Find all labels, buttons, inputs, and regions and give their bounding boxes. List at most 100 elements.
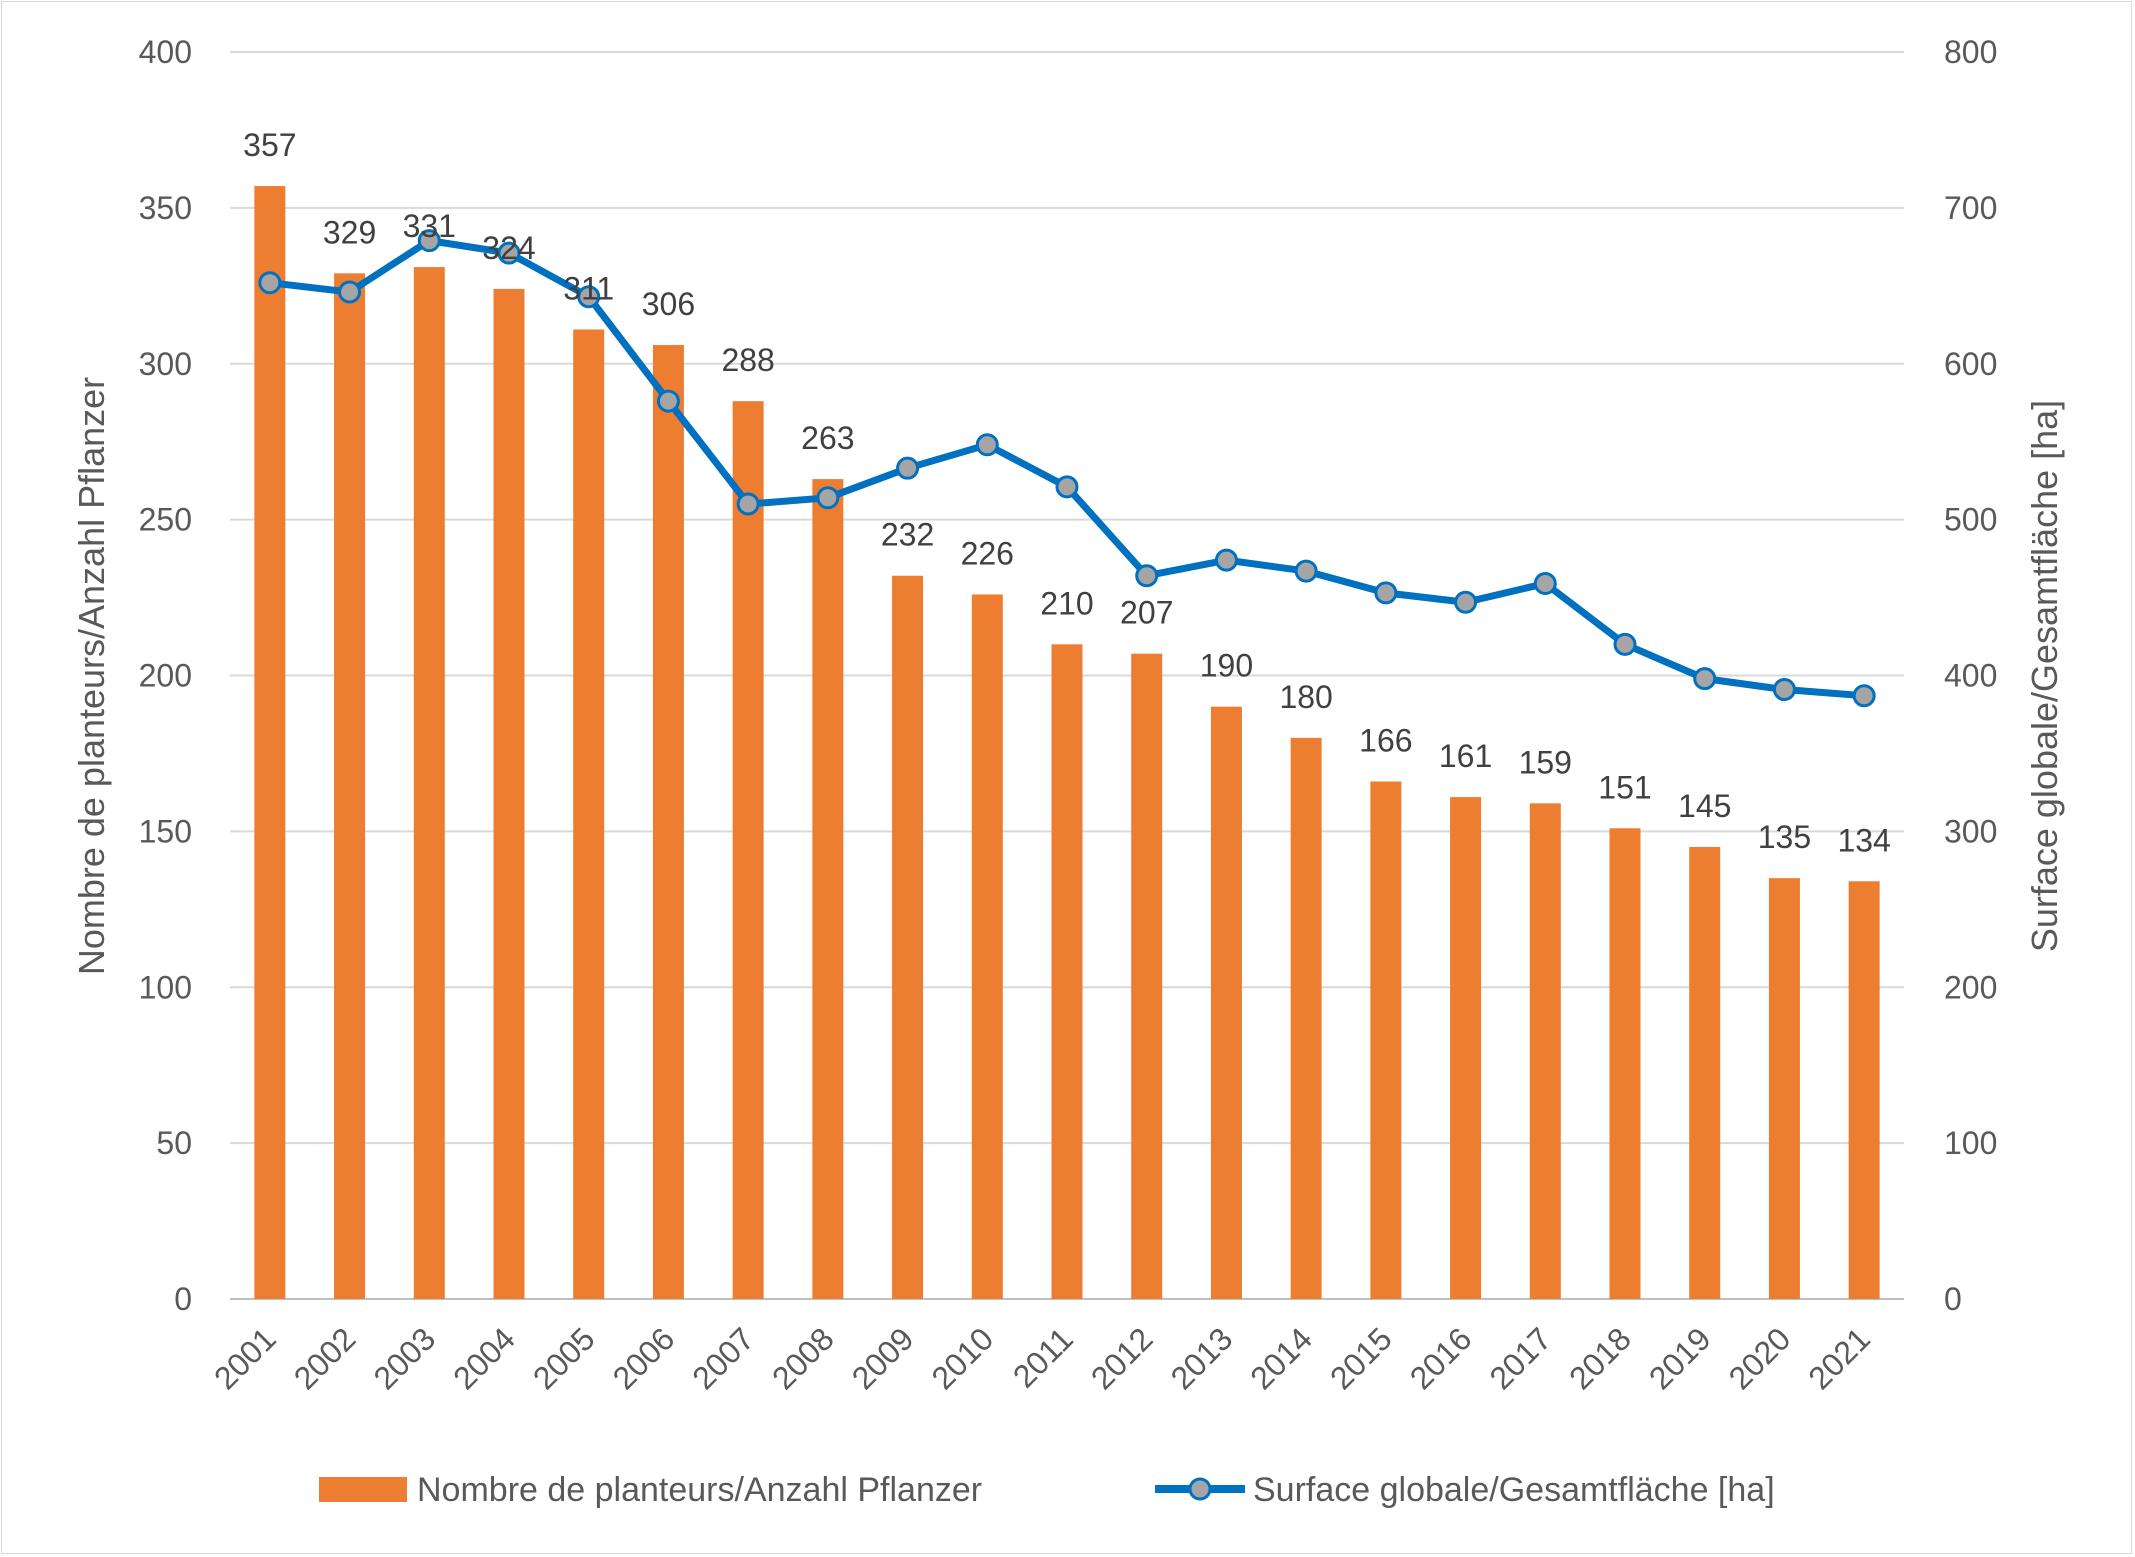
- line-marker: [1135, 564, 1159, 588]
- y-tick-label-right: 100: [1944, 1125, 1997, 1161]
- x-tick-label: 2015: [1323, 1320, 1399, 1396]
- x-tick-label: 2016: [1403, 1320, 1479, 1396]
- line-marker: [1693, 667, 1717, 691]
- x-tick-label: 2002: [287, 1320, 363, 1396]
- bar: [1529, 803, 1561, 1299]
- bar-data-label: 226: [961, 535, 1014, 571]
- y-tick-label-right: 200: [1944, 969, 1997, 1005]
- bar-data-label: 207: [1120, 595, 1173, 631]
- y-tick-label-left: 150: [139, 813, 192, 849]
- line-marker: [1533, 572, 1557, 596]
- y-tick-label-right: 300: [1944, 813, 1997, 849]
- line-marker: [975, 433, 999, 457]
- x-tick-label: 2004: [446, 1320, 522, 1396]
- bar: [1848, 881, 1880, 1299]
- bar: [334, 273, 366, 1299]
- bar-data-label: 210: [1040, 585, 1093, 621]
- x-tick-label: 2017: [1482, 1320, 1558, 1396]
- x-tick-label: 2013: [1164, 1320, 1240, 1396]
- x-tick-label: 2018: [1562, 1320, 1638, 1396]
- bar: [1290, 737, 1322, 1299]
- line-marker: [1613, 632, 1637, 656]
- y-tick-label-left: 0: [174, 1281, 192, 1317]
- bar-data-label: 232: [881, 517, 934, 553]
- bar: [1370, 781, 1402, 1299]
- x-tick-label: 2021: [1801, 1320, 1877, 1396]
- bar-data-label: 306: [642, 286, 695, 322]
- bar: [1210, 706, 1242, 1299]
- x-tick-label: 2014: [1243, 1320, 1319, 1396]
- line-marker: [497, 241, 521, 265]
- bar-data-label: 357: [243, 127, 296, 163]
- bar: [573, 329, 605, 1299]
- x-tick-label: 2003: [366, 1320, 442, 1396]
- y-tick-label-left: 50: [156, 1125, 192, 1161]
- y-tick-label-right: 800: [1944, 34, 1997, 70]
- bar: [732, 401, 764, 1299]
- y-tick-label-right: 700: [1944, 190, 1997, 226]
- line-marker: [1852, 684, 1876, 708]
- x-axis-ticks: 2001 2002 2003 2004 2005 2006 2007 2008 2009 2010…: [207, 1320, 1877, 1396]
- bar-data-label: 135: [1758, 819, 1811, 855]
- line-marker: [417, 229, 441, 253]
- x-tick-label: 2010: [924, 1320, 1000, 1396]
- bar-data-label: 134: [1837, 822, 1890, 858]
- x-tick-label: 2006: [606, 1320, 682, 1396]
- bar: [812, 479, 844, 1299]
- x-tick-label: 2011: [1006, 1320, 1080, 1394]
- bar-data-label: 159: [1519, 744, 1572, 780]
- bar-data-label: 324: [482, 230, 535, 266]
- y-tick-label-left: 100: [139, 969, 192, 1005]
- legend-swatch-marker: [1188, 1477, 1212, 1501]
- line-marker: [896, 456, 920, 480]
- line-series: [258, 229, 1876, 708]
- bar: [892, 575, 924, 1299]
- line-marker: [656, 389, 680, 413]
- line-marker: [1055, 475, 1079, 499]
- bar-data-label: 161: [1439, 738, 1492, 774]
- x-tick-label: 2019: [1642, 1320, 1718, 1396]
- bar-data-label: 288: [721, 342, 774, 378]
- y-axis-title-right: Surface globale/Gesamtfläche [ha]: [2024, 400, 2065, 952]
- y-tick-label-right: 500: [1944, 502, 1997, 538]
- legend: Nombre de planteurs/Anzahl Pflanzer Surf…: [319, 1471, 1775, 1509]
- bar: [413, 267, 445, 1299]
- line-marker: [736, 492, 760, 516]
- x-tick-label: 2001: [207, 1320, 283, 1396]
- bar-data-label: 311: [563, 270, 614, 306]
- bar: [1131, 653, 1163, 1299]
- legend-label-line: Surface globale/Gesamtfläche [ha]: [1253, 1471, 1775, 1509]
- bar-data-labels: 357 329 331 324 311 306 288 263 232 226 210 207 190 1…: [243, 127, 1891, 858]
- bar-data-label: 151: [1598, 769, 1651, 805]
- x-tick-label: 2020: [1722, 1320, 1798, 1396]
- y-tick-label-right: 0: [1944, 1281, 1962, 1317]
- bar-data-label: 180: [1279, 679, 1332, 715]
- bar-data-label: 329: [323, 214, 376, 250]
- x-tick-label: 2005: [526, 1320, 602, 1396]
- y-tick-label-left: 350: [139, 190, 192, 226]
- bar: [1689, 846, 1721, 1299]
- bar: [652, 345, 684, 1299]
- bar: [1768, 878, 1800, 1299]
- bar: [1609, 828, 1641, 1299]
- bar-data-label: 190: [1200, 648, 1253, 684]
- line-marker: [1374, 581, 1398, 605]
- bar-series: [254, 186, 1880, 1300]
- x-tick-label: 2012: [1084, 1320, 1160, 1396]
- x-tick-label: 2008: [765, 1320, 841, 1396]
- y-tick-label-left: 400: [139, 34, 192, 70]
- bar: [971, 594, 1003, 1299]
- line-marker: [816, 486, 840, 510]
- bar: [254, 186, 286, 1300]
- bar-data-label: 331: [403, 208, 456, 244]
- legend-swatch-bars: [319, 1477, 407, 1502]
- line-marker: [1214, 548, 1238, 572]
- x-tick-label: 2007: [685, 1320, 761, 1396]
- bar-data-label: 145: [1678, 788, 1731, 824]
- y-tick-label-right: 600: [1944, 346, 1997, 382]
- legend-label-bars: Nombre de planteurs/Anzahl Pflanzer: [417, 1471, 982, 1509]
- bar-data-label: 263: [801, 420, 854, 456]
- bar: [1051, 644, 1083, 1299]
- right-axis-ticks: 0 100 200 300 400 500 600 700 800: [1944, 34, 1997, 1317]
